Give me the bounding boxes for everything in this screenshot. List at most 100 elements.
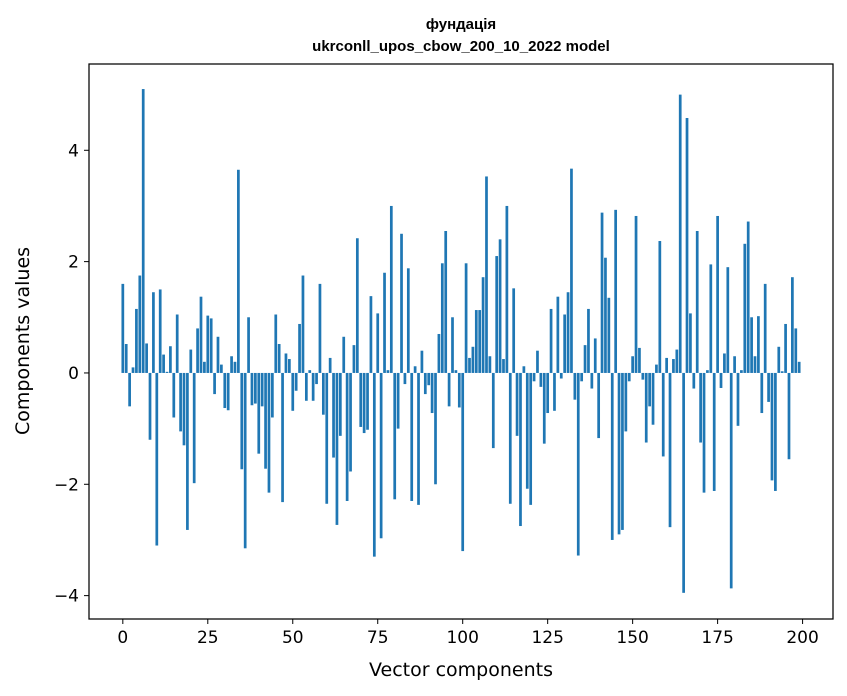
y-axis-ticks: −4 −2 0 2 4 (54, 141, 89, 607)
bar (145, 343, 148, 373)
bar (471, 346, 475, 373)
bar (254, 372, 257, 404)
bar (423, 372, 427, 395)
bar (512, 288, 516, 373)
y-axis-label: Components values (12, 247, 34, 435)
bar (610, 372, 614, 540)
bar (121, 283, 125, 373)
bar (736, 372, 740, 426)
bar (695, 231, 699, 373)
bar (692, 372, 696, 389)
bar (563, 314, 567, 373)
x-tick-label: 150 (616, 628, 648, 648)
bar (128, 372, 131, 407)
bar (427, 372, 431, 386)
bar (138, 275, 142, 373)
bar (702, 372, 706, 493)
x-tick-label: 175 (701, 628, 733, 648)
bar (648, 372, 651, 407)
bar (784, 323, 787, 373)
bar (454, 370, 458, 373)
bar (237, 169, 240, 373)
bar (729, 372, 733, 589)
bar (468, 357, 471, 373)
bar (447, 372, 451, 407)
bar (502, 359, 505, 373)
bar (172, 372, 176, 418)
bar (488, 356, 492, 373)
bar (607, 297, 611, 373)
x-tick-label: 0 (117, 628, 128, 648)
bar (196, 328, 199, 373)
bar (743, 243, 747, 373)
bar (559, 372, 563, 379)
bar (406, 268, 410, 373)
bar (797, 361, 801, 373)
bar (638, 347, 641, 373)
bar (655, 364, 658, 373)
bar (498, 239, 502, 373)
bar (345, 372, 349, 501)
bar (508, 372, 512, 504)
bar (665, 357, 668, 373)
bar (226, 372, 230, 411)
bar (328, 357, 332, 373)
y-tick-label: 0 (68, 364, 79, 384)
bar (760, 372, 764, 414)
bar (709, 264, 713, 373)
bar (478, 310, 482, 373)
bar (774, 372, 777, 491)
bar (352, 345, 356, 373)
bar (474, 310, 478, 373)
y-tick-label: 4 (68, 141, 79, 161)
bar (444, 231, 448, 373)
bar (668, 372, 672, 528)
bar (430, 372, 434, 414)
bar (780, 371, 784, 373)
bar (179, 372, 182, 432)
bar (440, 263, 444, 373)
bar (335, 372, 339, 525)
bar (148, 372, 152, 440)
x-tick-label: 125 (531, 628, 563, 648)
bar (777, 346, 781, 373)
bar (403, 372, 407, 385)
bar (485, 176, 488, 373)
bar (338, 372, 342, 436)
bar (325, 372, 329, 504)
bar (274, 314, 278, 373)
chart-title: фундація (426, 16, 496, 33)
bar (549, 308, 553, 373)
bar (624, 372, 628, 432)
bar (216, 336, 220, 373)
bar (260, 372, 264, 407)
bar (243, 372, 247, 549)
bar (689, 313, 692, 373)
bar (389, 205, 393, 373)
bar (396, 372, 400, 429)
bar (400, 233, 403, 373)
bar (257, 372, 261, 454)
bar (271, 372, 274, 418)
bar (417, 372, 420, 505)
bar (413, 366, 417, 373)
bar (587, 308, 590, 373)
bar (733, 356, 736, 373)
bar (372, 372, 376, 557)
bar (580, 372, 584, 382)
bar (420, 350, 424, 373)
bar (576, 372, 580, 556)
bar (495, 256, 499, 373)
bar (362, 372, 366, 434)
bar (590, 372, 594, 389)
bar (321, 372, 325, 415)
bar (192, 372, 196, 484)
bar (522, 366, 526, 373)
x-tick-label: 200 (786, 628, 818, 648)
bar (750, 317, 753, 373)
bar (281, 372, 284, 503)
x-axis-label: Vector components (369, 659, 553, 681)
bar (672, 359, 675, 373)
bar (536, 350, 539, 373)
bar (794, 328, 798, 373)
